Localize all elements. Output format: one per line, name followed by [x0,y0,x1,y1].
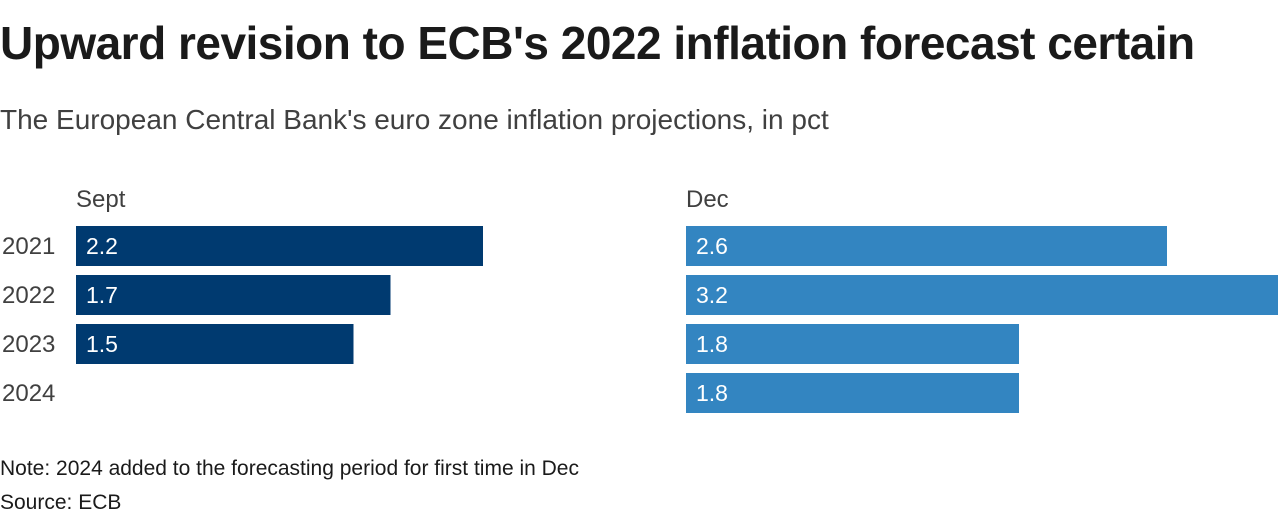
bar-label-dec-2023: 1.8 [696,331,728,357]
bar-label-sept-2022: 1.7 [86,282,118,308]
chart-note: Note: 2024 added to the forecasting peri… [0,457,579,480]
chart-title: Upward revision to ECB's 2022 inflation … [0,17,1195,69]
year-label-2022: 2022 [2,282,55,309]
bar-dec-2021 [686,226,1167,266]
panel-label-sept: Sept [76,186,126,213]
bar-label-dec-2021: 2.6 [696,233,728,259]
bar-label-dec-2022: 3.2 [696,282,728,308]
chart-source: Source: ECB [0,491,122,514]
year-label-2024: 2024 [2,380,55,407]
bar-chart: 2021 2022 2023 2024 Sept 2.2 1.7 1.5 Dec 2.6 3.2 1.… [2,186,1278,413]
bar-label-sept-2023: 1.5 [86,331,118,357]
bar-dec-2024 [686,373,1019,413]
bar-label-sept-2021: 2.2 [86,233,118,259]
bar-sept-2022 [76,275,391,315]
year-label-2021: 2021 [2,233,55,260]
panel-label-dec: Dec [686,186,729,213]
bar-label-dec-2024: 1.8 [696,380,728,406]
bar-dec-2023 [686,324,1019,364]
bar-sept-2021 [76,226,483,266]
bar-sept-2023 [76,324,354,364]
year-label-2023: 2023 [2,331,55,358]
chart-subtitle: The European Central Bank's euro zone in… [0,104,829,135]
bar-dec-2022 [686,275,1278,315]
